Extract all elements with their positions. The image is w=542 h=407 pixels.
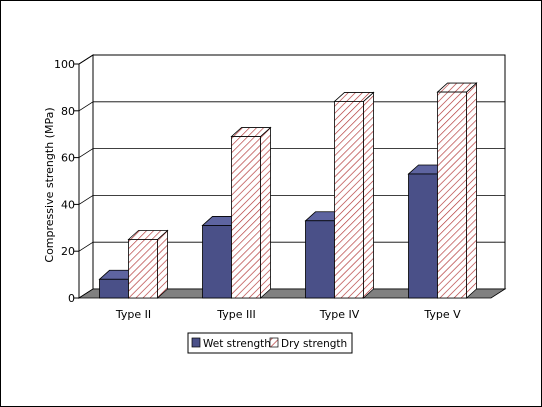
y-tick-label: 40 xyxy=(61,198,75,211)
x-category-label: Type V xyxy=(423,308,461,321)
x-category-label: Type IV xyxy=(319,308,360,321)
bar-dry-front xyxy=(334,101,364,299)
y-tick-label: 80 xyxy=(61,105,75,118)
bar-dry-front xyxy=(128,239,158,299)
bar-wet-front xyxy=(99,278,129,299)
y-axis-title: Compressive strength (MPa) xyxy=(43,107,56,262)
bar-dry xyxy=(333,91,375,299)
legend-label-wet: Wet strength xyxy=(203,338,271,350)
y-tick-label: 20 xyxy=(61,245,75,258)
bar-dry xyxy=(436,82,478,299)
legend-swatch-dry xyxy=(269,337,279,348)
gridline-side xyxy=(78,54,94,65)
gridline-side xyxy=(78,148,94,158)
y-tick-label: 0 xyxy=(68,292,75,305)
x-category-label: Type III xyxy=(216,308,256,321)
bar-dry xyxy=(127,229,169,299)
bar-wet-front xyxy=(202,225,232,299)
plot-side-wall xyxy=(78,54,94,299)
bar-dry-front xyxy=(437,91,467,299)
gridline-side xyxy=(78,101,94,112)
bar-dry-side xyxy=(157,229,168,299)
bar-dry-side xyxy=(363,91,374,299)
bar-dry xyxy=(230,126,272,299)
bar-dry-front xyxy=(231,136,261,299)
legend-label-dry: Dry strength xyxy=(281,338,347,350)
y-tick-label: 60 xyxy=(61,152,75,165)
bar-wet-front xyxy=(305,220,335,299)
x-category-label: Type II xyxy=(115,308,151,321)
legend: Wet strength Dry strength xyxy=(187,332,353,354)
y-tick-label: 100 xyxy=(54,58,75,71)
bar-wet-front xyxy=(408,173,438,299)
bar-dry-side xyxy=(466,82,477,299)
legend-swatch-wet xyxy=(191,337,201,348)
gridline-side xyxy=(78,195,94,205)
bar-dry-side xyxy=(260,126,271,299)
gridline-side xyxy=(78,241,94,252)
